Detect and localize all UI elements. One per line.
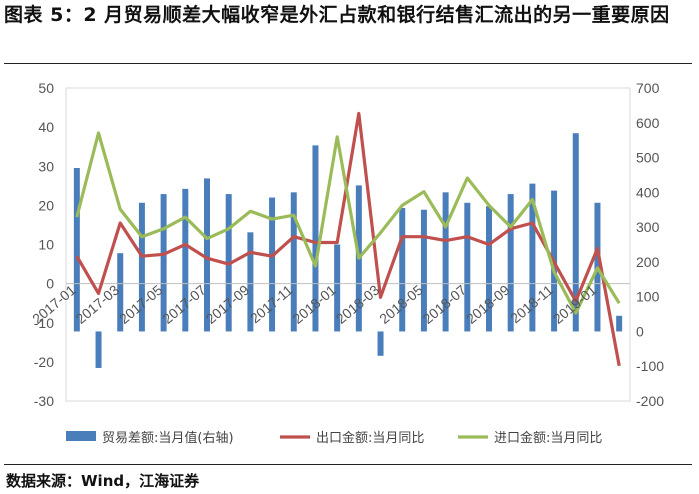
x-axis-tick-label: 2017-01 (29, 282, 79, 327)
trade-balance-bar (95, 331, 102, 368)
right-axis-tick-label: 500 (636, 150, 660, 166)
left-axis-tick-label: -20 (34, 354, 54, 370)
export-yoy-line (75, 111, 621, 367)
legend-label: 出口金额:当月同比 (316, 430, 424, 446)
trade-balance-bar (182, 188, 189, 332)
trade-balance-bar (247, 232, 254, 332)
trade-balance-bar (377, 331, 384, 356)
legend-label: 贸易差额:当月值(右轴) (102, 430, 234, 446)
trade-balance-bar (616, 315, 623, 332)
plot-area (65, 87, 631, 402)
x-axis-tick-label: 2017-03 (73, 282, 123, 327)
trade-balance-bar (117, 253, 124, 332)
right-axis-tick-label: 300 (636, 219, 660, 235)
source-note: 数据来源：Wind，江海证券 (6, 472, 200, 490)
right-axis-tick-label: 400 (636, 184, 660, 200)
trade-balance-bar (399, 207, 406, 332)
left-axis-tick-label: -10 (34, 315, 54, 331)
chart-title: 图表 5：2 月贸易顺差大幅收窄是外汇占款和银行结售汇流出的另一重要原因 (4, 4, 670, 26)
trade-balance-bar (572, 133, 579, 332)
trade-balance-bar (529, 183, 536, 332)
trade-balance-bar (507, 194, 514, 332)
right-axis-tick-label: 200 (636, 254, 660, 270)
right-axis-tick-label: 0 (636, 323, 644, 339)
trade-balance-bar (442, 192, 449, 332)
trade-balance-bar (334, 244, 341, 332)
left-axis-tick-label: 40 (38, 119, 54, 135)
legend-label: 进口金额:当月同比 (494, 430, 602, 446)
title-divider (4, 63, 692, 64)
left-axis-tick-label: 0 (46, 276, 54, 292)
trade-balance-bar (486, 206, 492, 332)
right-axis-tick-label: 100 (636, 289, 660, 305)
right-axis-tick-label: -100 (636, 358, 664, 374)
trade-balance-bar (160, 194, 167, 332)
trade-balance-bar (204, 178, 210, 332)
left-axis-tick-label: 10 (38, 237, 54, 253)
trade-balance-bar (420, 209, 427, 332)
right-axis-tick-label: 600 (636, 115, 660, 131)
right-axis-tick-label: -200 (636, 393, 664, 409)
footer-divider (4, 464, 692, 465)
right-axis-tick-label: 700 (636, 80, 660, 96)
trade-balance-bar (73, 167, 80, 332)
left-axis-tick-label: -30 (34, 393, 54, 409)
trade-balance-bar (312, 145, 319, 332)
import-yoy-line (75, 131, 621, 315)
left-axis-tick-label: 30 (38, 158, 54, 174)
left-axis-tick-label: 20 (38, 197, 54, 213)
trade-balance-bar (138, 202, 145, 332)
left-axis-tick-label: 50 (38, 80, 54, 96)
trade-balance-bar (290, 192, 297, 332)
trade-balance-bar (269, 197, 276, 332)
legend-swatch-trade-balance (66, 431, 96, 441)
trade-balance-bar (464, 202, 471, 332)
